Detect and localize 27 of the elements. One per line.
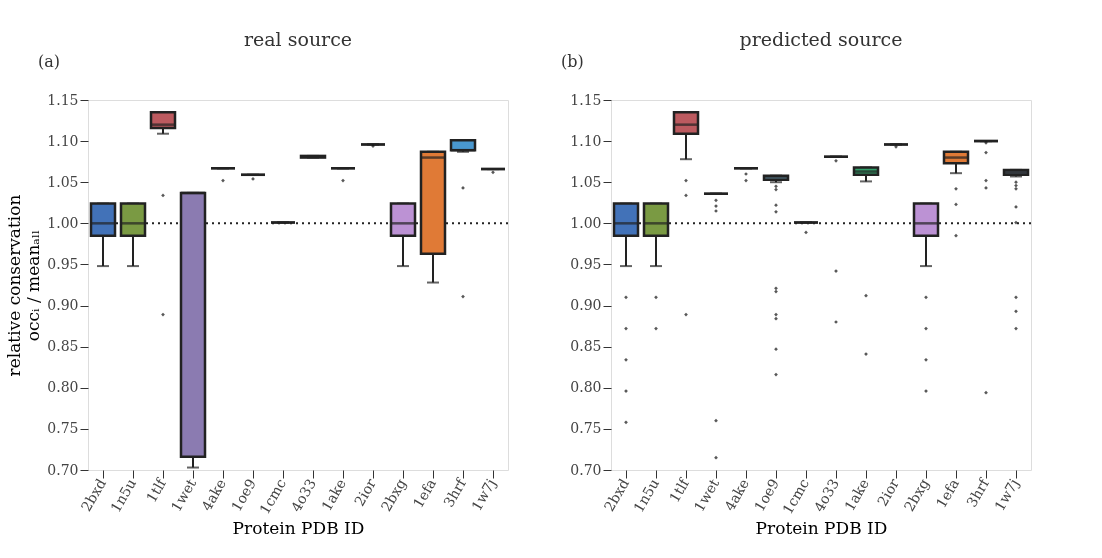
chart-title: real source — [243, 28, 353, 50]
y-tick-label: 1.00 — [47, 214, 79, 231]
y-tick-label: 0.80 — [570, 379, 602, 396]
y-tick-label: 0.75 — [570, 420, 602, 437]
y-tick-label: 0.95 — [47, 255, 79, 272]
y-tick-label: 1.05 — [47, 173, 79, 190]
y-tick-label: 1.10 — [570, 132, 602, 149]
y-tick-label: 1.15 — [47, 91, 79, 108]
y-tick-label: 1.00 — [570, 214, 602, 231]
y-tick-label: 0.70 — [570, 461, 602, 478]
text: (b) — [561, 52, 584, 71]
x-axis-title: Protein PDB ID — [232, 517, 365, 538]
y-tick-label: 0.90 — [570, 297, 602, 314]
chart-title: predicted source — [739, 28, 903, 50]
y-tick-label: 0.75 — [47, 420, 79, 437]
y-tick-label: 0.85 — [47, 338, 79, 355]
y-tick-label: 1.15 — [570, 91, 602, 108]
y-tick-label: 1.05 — [570, 173, 602, 190]
y-tick-label: 0.95 — [570, 255, 602, 272]
x-axis-title: Protein PDB ID — [755, 517, 888, 538]
y-tick-label: 0.90 — [47, 297, 79, 314]
y-tick-label: 0.80 — [47, 379, 79, 396]
y-tick-label: 0.85 — [570, 338, 602, 355]
y-axis-title: relative conservation occᵢ / meanₐₗₗ — [4, 194, 44, 377]
text: (a) — [38, 52, 61, 71]
y-tick-label: 1.10 — [47, 132, 79, 149]
y-tick-label: 0.70 — [47, 461, 79, 478]
